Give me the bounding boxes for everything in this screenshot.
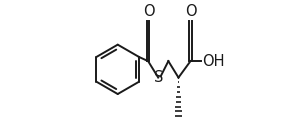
Text: S: S [154, 70, 163, 85]
Text: O: O [143, 4, 154, 19]
Text: OH: OH [202, 54, 224, 69]
Text: O: O [185, 4, 197, 19]
